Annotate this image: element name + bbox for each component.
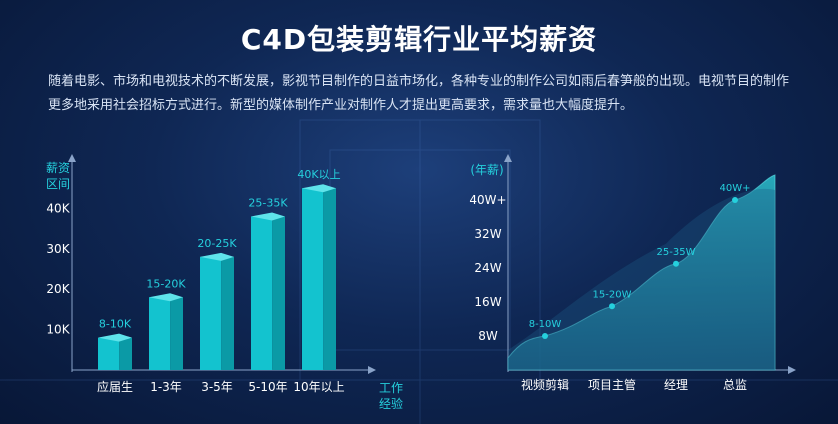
bar-ytick-label: 40K <box>46 201 70 215</box>
area-background-series <box>508 188 775 370</box>
bar-x-axis-arrow <box>368 366 376 374</box>
bar-ylabel-2: 区间 <box>46 177 70 191</box>
bar-data-label: 8-10K <box>99 318 132 331</box>
bar-xlabel-1: 工作 <box>379 381 403 395</box>
bar-ytick-label: 30K <box>46 242 70 256</box>
bar-side <box>170 297 183 370</box>
area-data-label: 40W+ <box>720 183 751 194</box>
bar-data-label: 15-20K <box>146 277 186 290</box>
page-title: C4D包装剪辑行业平均薪资 <box>240 23 598 56</box>
area-category-label: 总监 <box>723 378 747 392</box>
bar-ylabel-1: 薪资 <box>46 161 70 175</box>
bar-category-label: 3-5年 <box>201 380 233 394</box>
area-category-label: 视频剪辑 <box>521 377 569 392</box>
description-text: 随着电影、市场和电视技术的不断发展，影视节目制作的日益市场化，各种专业的制作公司… <box>48 74 790 113</box>
bar-y-axis-arrow <box>68 154 76 162</box>
area-point <box>673 260 679 267</box>
bar-category-label: 应届生 <box>97 379 133 394</box>
area-data-label: 8-10W <box>529 319 562 330</box>
bar-data-label: 25-35K <box>248 196 288 209</box>
bar-side <box>272 216 285 370</box>
bar <box>251 216 273 370</box>
area-point <box>609 303 615 310</box>
bar-top <box>302 184 336 193</box>
area-ytick-label: 40W+ <box>469 193 506 207</box>
bar-data-label: 40K以上 <box>297 168 340 181</box>
bar <box>98 337 120 370</box>
bar-side <box>119 337 132 370</box>
area-category-label: 经理 <box>664 378 688 392</box>
area-y-axis-arrow <box>504 154 512 162</box>
bar-top <box>200 252 234 261</box>
bar-xlabel-2: 经验 <box>379 396 403 411</box>
bar <box>200 256 222 370</box>
bar-ytick-label: 10K <box>46 323 70 337</box>
bar-ytick-label: 20K <box>46 282 70 296</box>
bar-side <box>323 188 336 370</box>
area-point <box>732 197 738 203</box>
area-data-label: 15-20W <box>593 289 632 300</box>
area-point <box>542 333 548 339</box>
bar <box>149 297 171 370</box>
area-ylabel: (年薪) <box>470 163 503 177</box>
area-ytick-label: 16W <box>474 295 501 309</box>
area-x-axis-arrow <box>788 366 796 374</box>
area-data-label: 25-35W <box>657 247 696 258</box>
bar-data-label: 20-25K <box>197 237 237 250</box>
bar-category-label: 10年以上 <box>293 380 344 394</box>
bar-top <box>149 293 183 302</box>
area-category-label: 项目主管 <box>588 377 636 392</box>
bar-side <box>221 256 234 370</box>
bar <box>302 188 324 370</box>
bar-category-label: 5-10年 <box>248 380 287 394</box>
bar-top <box>98 333 132 342</box>
area-ytick-label: 8W <box>478 329 498 343</box>
bar-top <box>251 212 285 221</box>
bar-category-label: 1-3年 <box>150 380 182 394</box>
area-ytick-label: 32W <box>474 227 501 241</box>
area-ytick-label: 24W <box>474 261 501 275</box>
